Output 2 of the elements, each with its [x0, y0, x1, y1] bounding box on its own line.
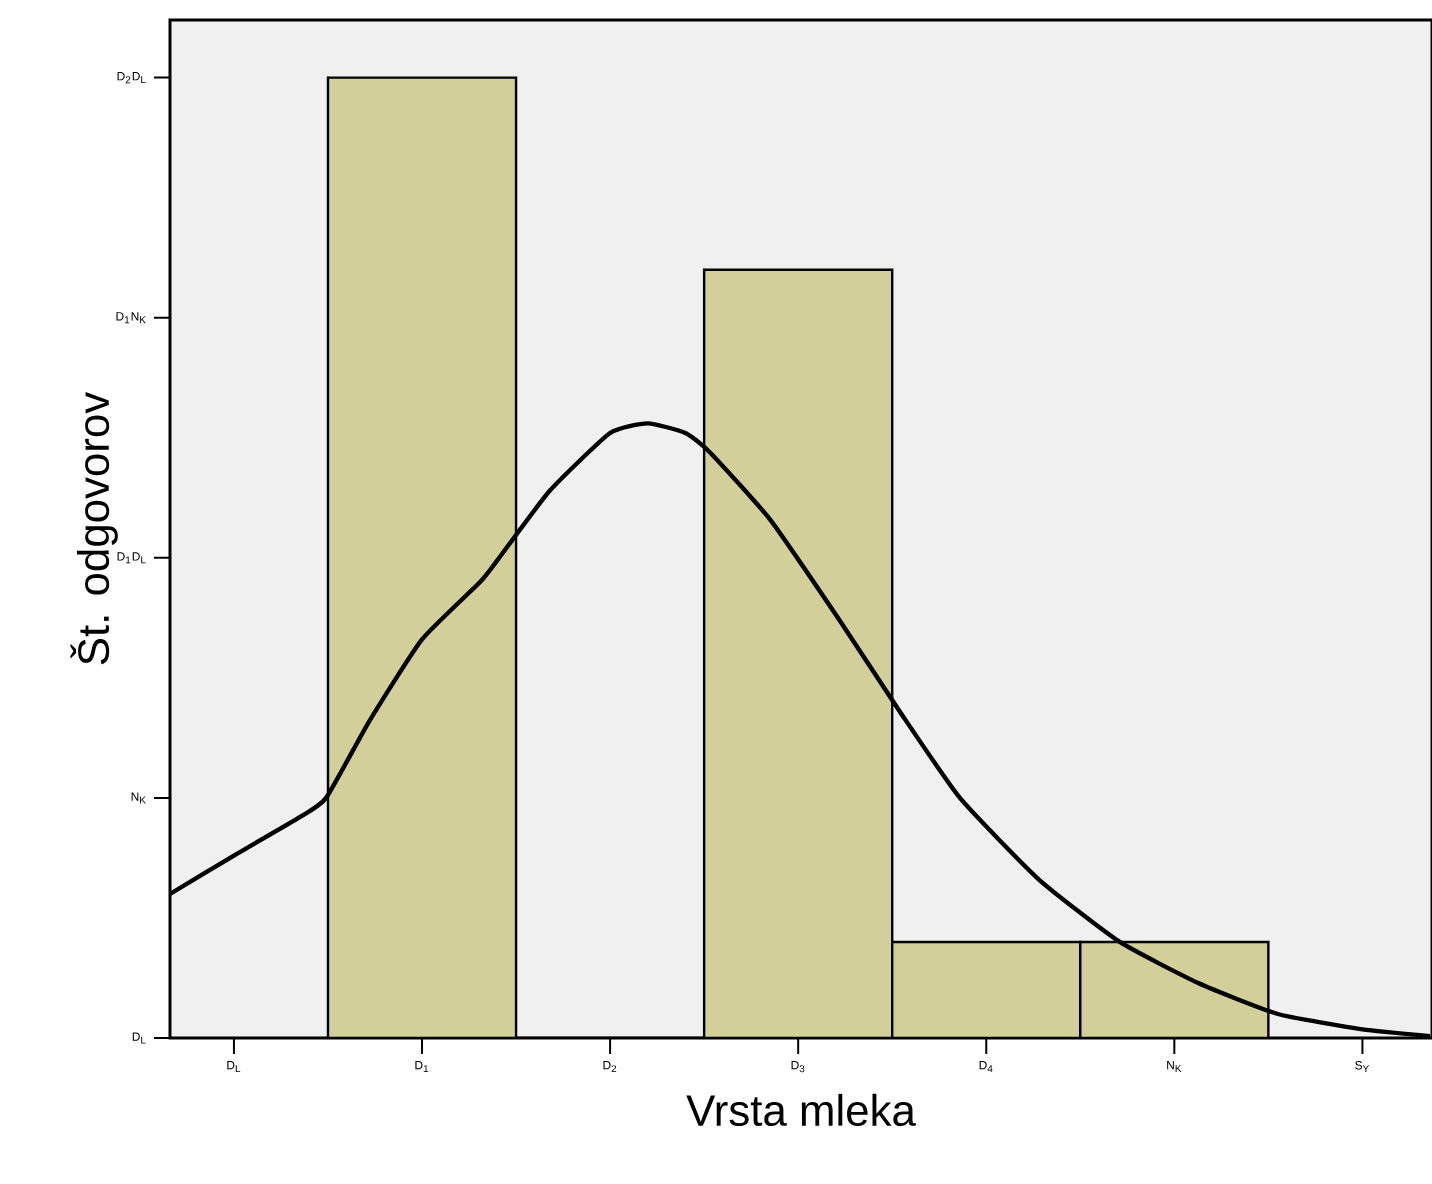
y-axis-title: Št. odgovorov [70, 391, 118, 665]
x-axis-title: Vrsta mleka [686, 1093, 916, 1127]
